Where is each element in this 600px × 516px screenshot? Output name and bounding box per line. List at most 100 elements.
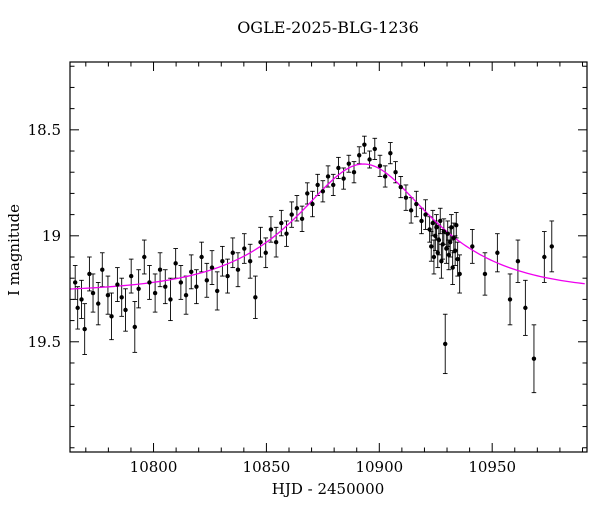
x-tick-label: 10800	[130, 458, 178, 476]
data-point	[429, 244, 434, 249]
data-point	[382, 174, 388, 179]
data-point	[408, 208, 414, 213]
error-bars	[72, 135, 555, 394]
data-point	[242, 246, 247, 251]
data-point	[310, 201, 315, 207]
data-point	[325, 174, 331, 179]
x-axis-label: HJD - 2450000	[272, 480, 385, 498]
data-point	[549, 244, 554, 249]
plot-frame	[69, 61, 588, 453]
data-point	[142, 254, 147, 260]
y-tick-label: 18.5	[28, 121, 61, 139]
data-point	[115, 282, 120, 287]
x-tick-label: 10950	[468, 458, 516, 476]
data-point	[482, 271, 488, 277]
data-point	[247, 259, 253, 264]
data-point	[455, 256, 460, 262]
model-curve	[69, 163, 585, 290]
data-point	[362, 142, 367, 147]
data-point	[199, 254, 204, 260]
y-tick-label: 19	[42, 227, 61, 245]
data-point	[279, 220, 284, 226]
chart-title: OGLE-2025-BLG-1236	[237, 18, 419, 37]
data-point	[441, 229, 447, 234]
data-point	[427, 227, 432, 232]
data-points	[72, 142, 554, 361]
data-point	[75, 305, 80, 311]
data-point	[147, 280, 152, 285]
x-tick-label: 10900	[355, 458, 403, 476]
data-point	[450, 265, 455, 270]
data-point	[258, 239, 263, 245]
data-point	[289, 212, 294, 217]
data-point	[433, 233, 438, 239]
data-point	[109, 314, 114, 319]
data-point	[123, 307, 128, 313]
data-point	[495, 250, 500, 255]
data-point	[214, 288, 220, 294]
data-point	[136, 286, 141, 291]
x-tick-label: 10850	[243, 458, 291, 476]
data-point	[523, 305, 528, 311]
data-point	[438, 218, 443, 224]
data-point	[96, 301, 101, 306]
data-point	[87, 271, 92, 277]
data-point	[336, 165, 341, 171]
data-point	[430, 220, 436, 226]
data-point	[351, 170, 357, 175]
data-point	[449, 225, 454, 230]
data-point	[346, 161, 352, 166]
data-point	[434, 225, 439, 230]
y-tick-label: 19.5	[28, 333, 61, 351]
tick-labels: 10800 10850 10900 10950 18.5 19 19.5	[28, 121, 516, 476]
data-point	[178, 280, 184, 285]
data-point	[299, 216, 305, 222]
data-point	[82, 326, 87, 332]
data-point	[263, 250, 268, 255]
data-point	[457, 271, 462, 277]
data-point	[132, 324, 137, 330]
data-point	[157, 267, 163, 272]
data-point	[90, 290, 96, 296]
data-point	[419, 218, 424, 224]
data-point	[403, 195, 409, 200]
data-point	[128, 273, 134, 279]
data-point	[388, 150, 393, 156]
model-curve-line	[69, 163, 585, 290]
data-point	[72, 280, 78, 285]
data-point	[439, 259, 444, 264]
data-point	[268, 227, 274, 232]
data-point	[331, 182, 336, 188]
data-point	[357, 153, 362, 158]
data-point	[284, 231, 289, 236]
data-point	[470, 244, 475, 249]
data-point	[119, 295, 124, 300]
data-point	[423, 212, 428, 217]
data-point	[163, 284, 168, 289]
data-point	[230, 250, 235, 255]
data-point	[273, 239, 279, 245]
data-point	[372, 146, 377, 152]
axis-ticks	[70, 62, 587, 452]
data-point	[443, 341, 448, 347]
data-point	[209, 265, 215, 270]
data-point	[320, 189, 326, 194]
data-point	[341, 176, 346, 181]
data-point	[253, 295, 258, 300]
data-point	[315, 182, 320, 188]
data-point	[100, 267, 105, 272]
data-point	[152, 290, 158, 296]
data-point	[435, 250, 440, 255]
data-point	[377, 163, 383, 169]
data-point	[105, 292, 111, 298]
data-point	[447, 239, 453, 245]
data-point	[436, 237, 442, 243]
data-point	[183, 292, 189, 298]
data-point	[79, 297, 84, 302]
data-point	[189, 269, 194, 275]
data-point	[431, 254, 437, 260]
data-point	[451, 235, 456, 241]
data-point	[305, 191, 310, 196]
data-point	[452, 248, 458, 253]
